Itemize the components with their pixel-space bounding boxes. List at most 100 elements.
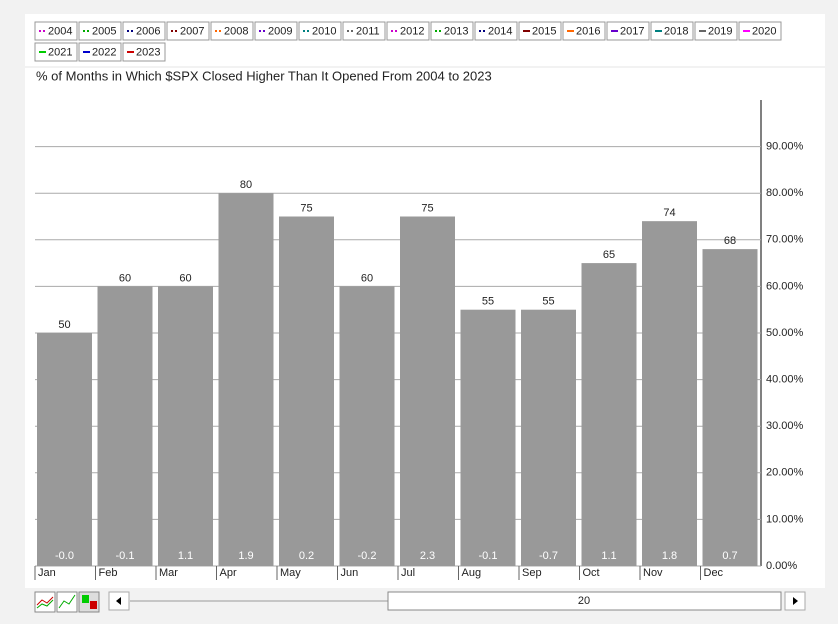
legend-item[interactable] — [78, 42, 122, 62]
x-tick-label: Jul — [401, 567, 415, 579]
x-tick-label: Nov — [643, 567, 663, 579]
y-tick-label: 20.00% — [766, 467, 804, 479]
bar — [97, 286, 153, 566]
change-label: -0.0 — [55, 550, 74, 562]
icon — [58, 594, 76, 609]
legend-label: 2012 — [400, 25, 424, 37]
y-tick-label: 40.00% — [766, 374, 804, 386]
legend-label: 2004 — [48, 25, 72, 37]
legend-label: 2017 — [620, 25, 644, 37]
icon — [82, 595, 89, 603]
change-label: 1.1 — [601, 550, 616, 562]
icon — [793, 597, 798, 605]
legend-item[interactable] — [166, 21, 210, 41]
value-label: 60 — [179, 272, 191, 284]
value-label: 55 — [482, 296, 494, 308]
y-tick-label: 60.00% — [766, 280, 804, 292]
x-tick-label: Mar — [159, 567, 178, 579]
legend-item[interactable] — [386, 21, 430, 41]
legend-label: 2007 — [180, 25, 204, 37]
x-tick-label: Oct — [583, 567, 600, 579]
legend-label: 2005 — [92, 25, 116, 37]
bar — [521, 309, 576, 566]
legend-item[interactable] — [650, 21, 694, 41]
controls: 20 — [34, 591, 806, 613]
legend-label: 2019 — [708, 25, 732, 37]
legend-item[interactable] — [562, 21, 606, 41]
change-label: 0.2 — [299, 550, 314, 562]
legend-item[interactable] — [518, 21, 562, 41]
bar — [642, 221, 697, 566]
change-label: -0.7 — [539, 550, 558, 562]
legend-label: 2008 — [224, 25, 248, 37]
value-label: 55 — [542, 296, 554, 308]
legend-label: 2011 — [356, 25, 380, 37]
legend-item[interactable] — [298, 21, 342, 41]
value-label: 68 — [724, 235, 736, 247]
icon — [90, 601, 97, 609]
y-tick-label: 0.00% — [766, 560, 797, 572]
icon — [36, 599, 54, 609]
legend-item[interactable] — [342, 21, 386, 41]
y-tick-label: 50.00% — [766, 327, 804, 339]
x-tick-label: Feb — [99, 567, 118, 579]
bar — [339, 286, 395, 566]
legend-label: 2014 — [488, 25, 512, 37]
x-tick-label: Aug — [462, 567, 482, 579]
legend-item[interactable] — [122, 42, 166, 62]
x-tick-label: Apr — [220, 567, 237, 579]
legend-item[interactable] — [694, 21, 738, 41]
bar — [158, 286, 213, 566]
change-label: 1.8 — [662, 550, 677, 562]
legend-label: 2010 — [312, 25, 336, 37]
legend-label: 2018 — [664, 25, 688, 37]
legend-label: 2006 — [136, 25, 160, 37]
change-label: 0.7 — [722, 550, 737, 562]
y-tick-label: 90.00% — [766, 141, 804, 153]
x-tick-label: Dec — [704, 567, 724, 579]
slider-label: 20 — [578, 595, 590, 607]
chart-title: % of Months in Which $SPX Closed Higher … — [36, 68, 492, 83]
value-label: 80 — [240, 179, 252, 191]
value-label: 60 — [361, 272, 373, 284]
legend-label: 2020 — [752, 25, 776, 37]
legend-item[interactable] — [606, 21, 650, 41]
change-label: 1.9 — [238, 550, 253, 562]
change-label: 1.1 — [178, 550, 193, 562]
legend-item[interactable] — [78, 21, 122, 41]
value-label: 50 — [58, 319, 70, 331]
slider-thumb[interactable] — [387, 591, 782, 611]
perf-chart-button[interactable] — [56, 591, 78, 613]
bar — [460, 309, 516, 566]
bar — [702, 249, 758, 566]
change-label: -0.1 — [479, 550, 498, 562]
legend-label: 2015 — [532, 25, 556, 37]
legend-item[interactable] — [34, 42, 78, 62]
icon — [36, 596, 54, 606]
legend-label: 2016 — [576, 25, 600, 37]
change-label: -0.2 — [358, 550, 377, 562]
value-label: 60 — [119, 272, 131, 284]
legend-item[interactable] — [34, 21, 78, 41]
value-label: 74 — [663, 207, 675, 219]
legend-item[interactable] — [738, 21, 782, 41]
value-label: 75 — [421, 202, 433, 214]
legend-item[interactable] — [430, 21, 474, 41]
x-tick-label: Sep — [522, 567, 542, 579]
value-label: 75 — [300, 202, 312, 214]
y-tick-label: 80.00% — [766, 187, 804, 199]
legend-item[interactable] — [474, 21, 518, 41]
y-tick-label: 30.00% — [766, 420, 804, 432]
x-tick-label: Jun — [341, 567, 359, 579]
x-tick-label: Jan — [38, 567, 56, 579]
y-tick-label: 70.00% — [766, 234, 804, 246]
legend-label: 2021 — [48, 46, 72, 58]
legend-label: 2009 — [268, 25, 292, 37]
legend-item[interactable] — [210, 21, 254, 41]
y-tick-label: 10.00% — [766, 513, 804, 525]
legend-item[interactable] — [254, 21, 298, 41]
bar — [218, 193, 274, 566]
legend-label: 2013 — [444, 25, 468, 37]
legend-item[interactable] — [122, 21, 166, 41]
